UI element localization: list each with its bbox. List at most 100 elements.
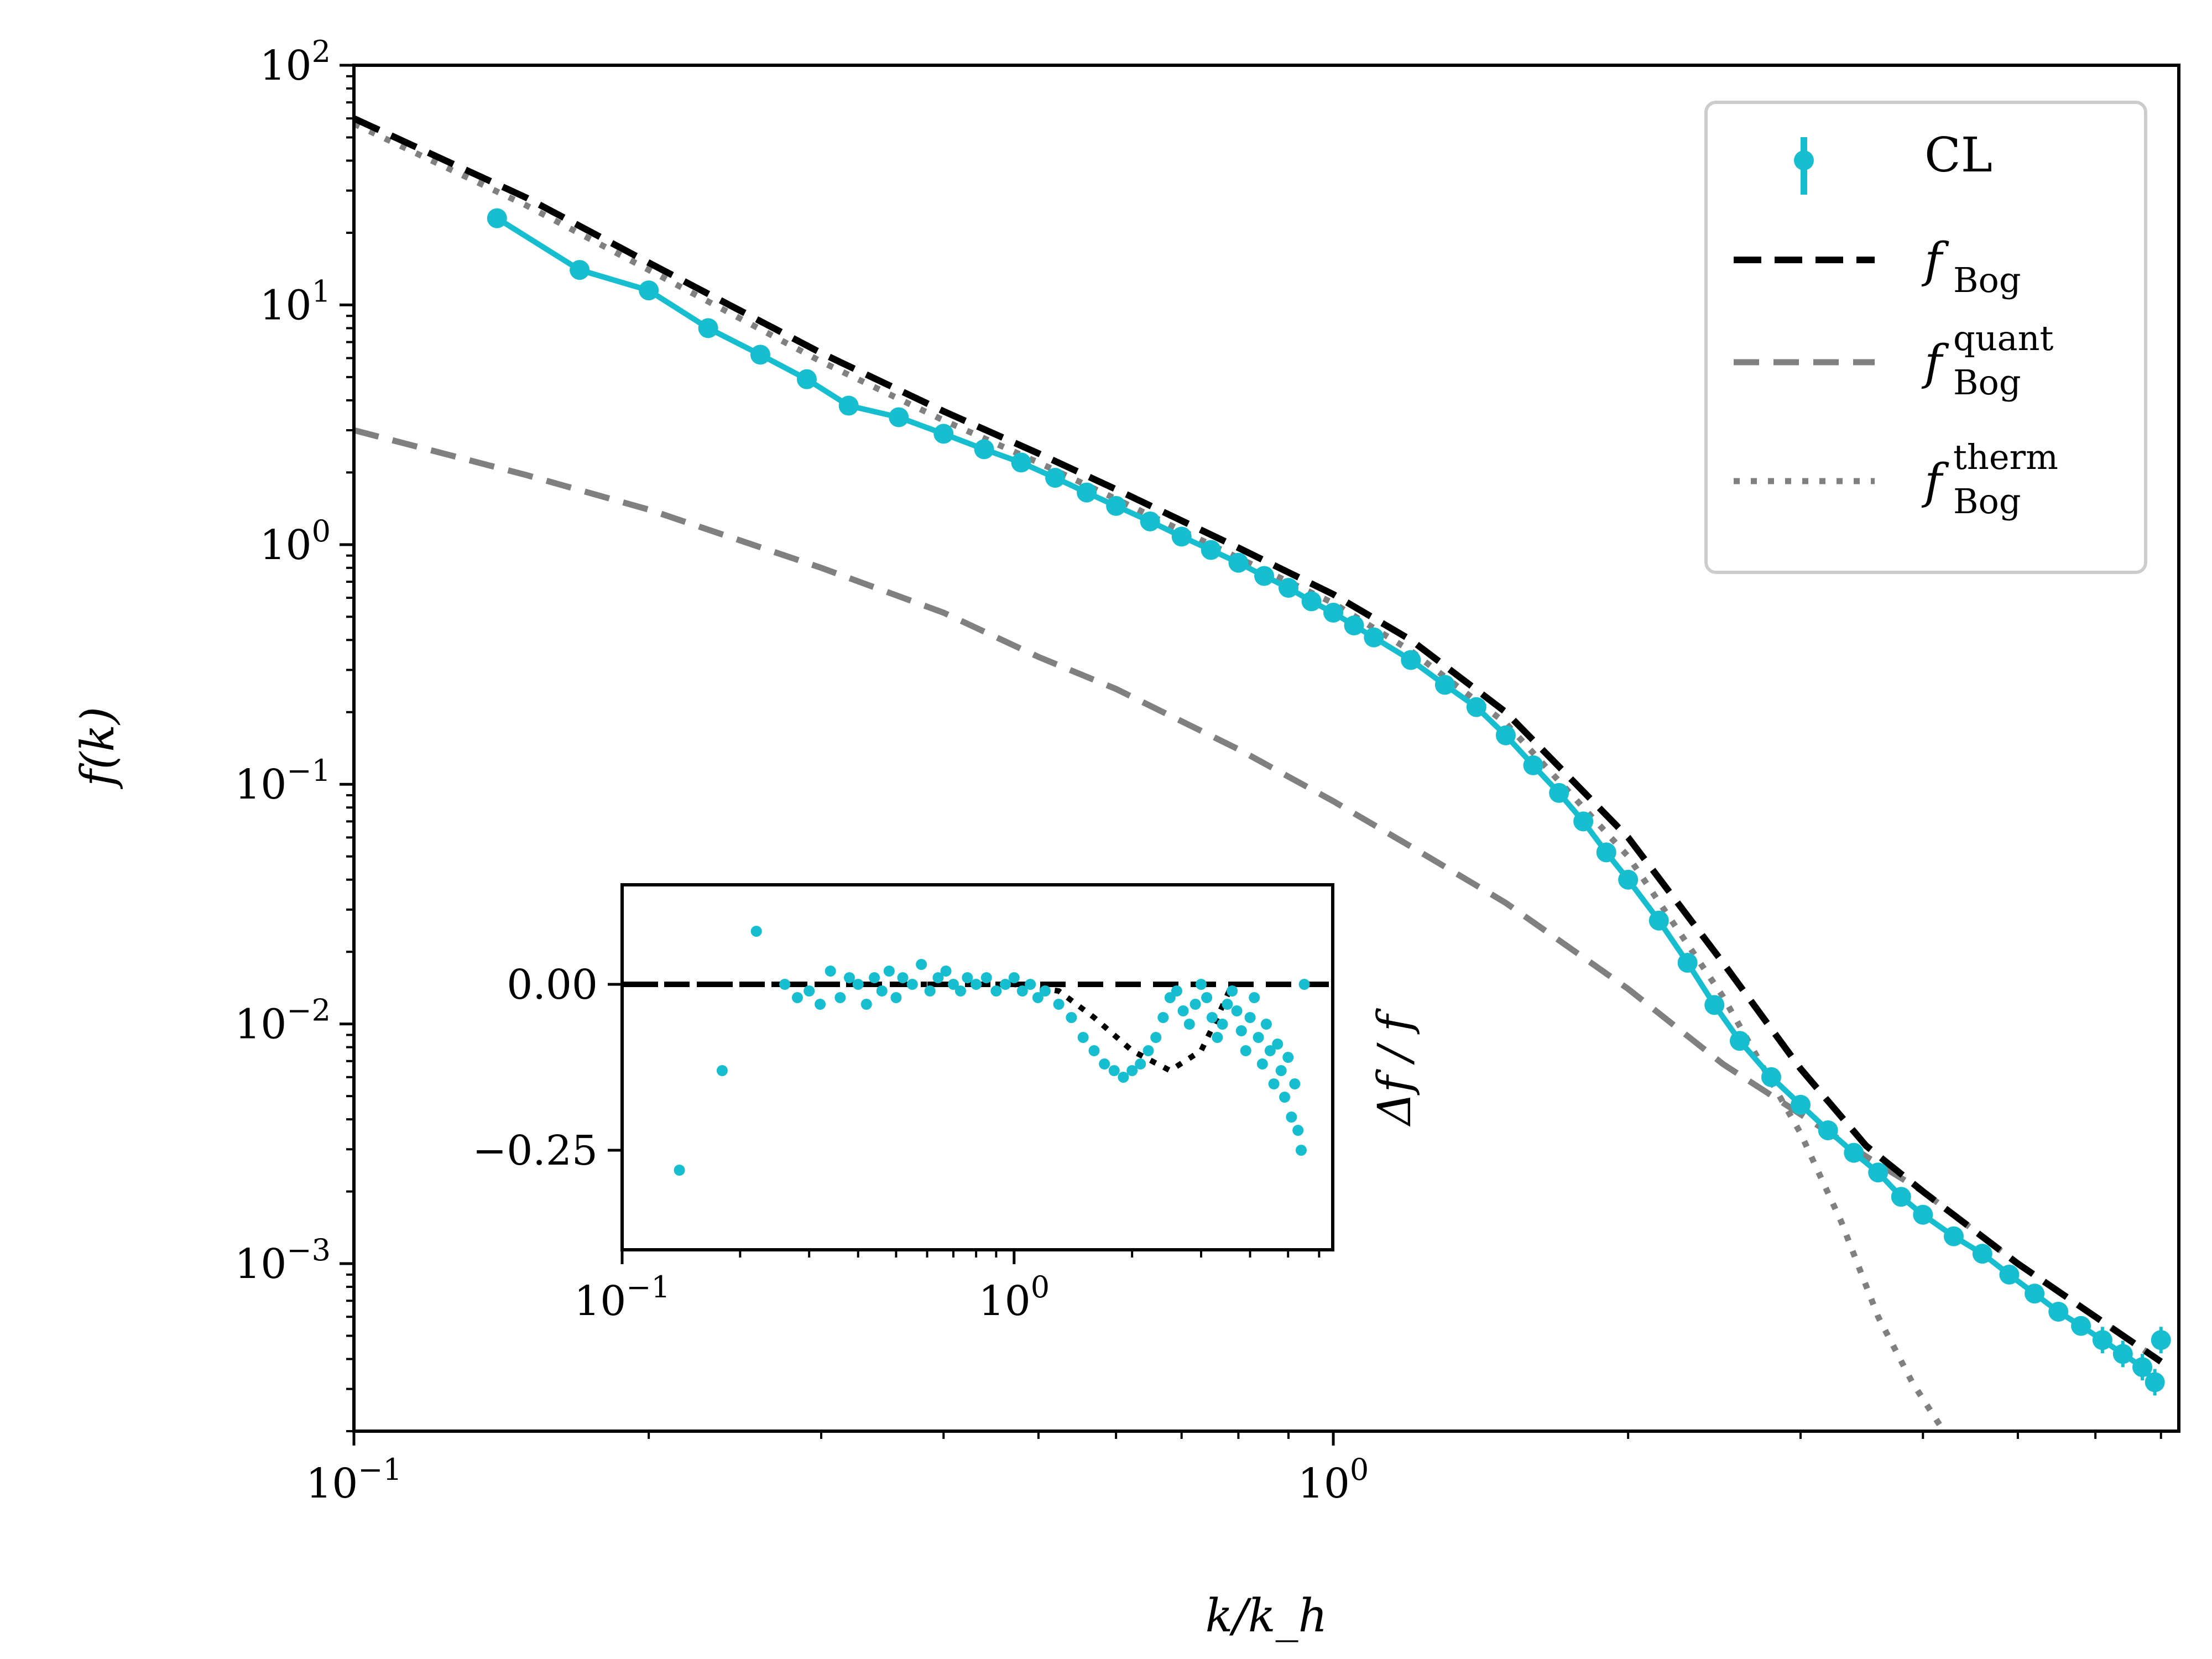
inset-point [1195, 979, 1207, 990]
inset-series [622, 926, 1333, 1176]
legend-label-sup: quant [1953, 318, 2054, 358]
inset-point [1295, 1145, 1307, 1156]
inset-point [1118, 1072, 1129, 1083]
y-tick-label: 10−1 [234, 753, 331, 808]
f-bog-therm-line [354, 121, 1947, 1431]
inset-point [1008, 972, 1020, 983]
cl-point [2151, 1330, 2171, 1350]
legend-label-sub: Bog [1953, 362, 2021, 403]
inset-point [1171, 985, 1182, 997]
inset-point [1126, 1065, 1138, 1076]
legend-entry-cl: CL [1794, 128, 1992, 195]
x-tick-label-base: 10 [1298, 1460, 1350, 1507]
inset-point [1016, 985, 1028, 997]
inset-point [1298, 979, 1310, 990]
inset-point [1201, 992, 1213, 1003]
inset-point [1235, 1025, 1247, 1036]
x-tick-label: 10−1 [306, 1452, 402, 1507]
inset-point [860, 999, 872, 1010]
inset-point [1088, 1045, 1100, 1056]
y-tick-label-exp: −2 [286, 993, 331, 1028]
inset-point [980, 972, 992, 983]
inset-point [1032, 992, 1044, 1003]
legend-label-sup: therm [1953, 437, 2058, 477]
inset-point [804, 985, 815, 997]
inset-point [1039, 985, 1051, 997]
inset-point [1150, 1032, 1162, 1043]
f-bog-line [354, 115, 2163, 1365]
inset-point [1227, 985, 1238, 997]
inset-x-tick-label: 100 [979, 1270, 1050, 1325]
inset-point [1289, 1078, 1301, 1089]
y-tick-label: 10−2 [234, 993, 331, 1048]
inset-point [916, 959, 927, 970]
inset-x-tick-label-base: 10 [979, 1277, 1031, 1325]
inset-point [1025, 979, 1036, 990]
inset-point [906, 979, 918, 990]
inset-point [815, 999, 826, 1010]
y-tick-label-exp: −3 [286, 1233, 331, 1267]
inset-point [716, 1065, 728, 1076]
inset-point [948, 979, 959, 990]
inset-point [990, 985, 1002, 997]
inset-point [1190, 999, 1201, 1010]
inset-point [962, 972, 973, 983]
y-tick-label-exp: −1 [286, 753, 331, 788]
inset-point [1231, 1005, 1243, 1016]
y-tick-label-exp: 1 [312, 274, 331, 309]
inset-point [791, 992, 803, 1003]
inset-point [924, 985, 936, 997]
inset-point [876, 985, 888, 997]
inset-y-tick-label: −0.25 [472, 1127, 598, 1175]
x-tick-label-exp: 0 [1350, 1452, 1369, 1487]
x-axis-label: k/k_h [1206, 1590, 1328, 1642]
inset-point [932, 972, 944, 983]
inset-point [1256, 1058, 1268, 1070]
inset-point [869, 972, 880, 983]
inset-point [843, 972, 855, 983]
y-tick-label-base: 10 [234, 1240, 286, 1288]
inset-point [1264, 1045, 1276, 1056]
inset-point [1279, 1092, 1291, 1103]
x-tick-label-base: 10 [306, 1460, 358, 1507]
legend-label-main: CL [1924, 128, 1992, 183]
legend-cl-marker [1794, 150, 1814, 170]
inset-y-tick-label: 0.00 [507, 961, 598, 1009]
inset-point [1217, 1019, 1228, 1030]
inset-x-tick-label-exp: 0 [1031, 1270, 1050, 1305]
inset-point [1177, 1005, 1189, 1016]
inset-point [1222, 999, 1233, 1010]
inset-point [1253, 1032, 1264, 1043]
main-series [354, 115, 2171, 1431]
inset-point [1292, 1125, 1304, 1136]
y-tick-label: 10−3 [234, 1233, 331, 1288]
inset-point [940, 966, 952, 977]
inset-point [890, 992, 902, 1003]
inset-point [834, 992, 846, 1003]
cl-trace [495, 216, 2157, 1384]
inset-x-tick-label-base: 10 [574, 1277, 626, 1325]
inset-point [1000, 979, 1011, 990]
y-tick-label-exp: 0 [312, 514, 331, 549]
inset-point [1099, 1058, 1110, 1070]
inset-point [897, 972, 909, 983]
inset-y-axis-label: Δf / f [1369, 1008, 1421, 1127]
inset-frame [620, 883, 1334, 1251]
y-tick-label-base: 10 [234, 761, 286, 808]
y-tick-label-base: 10 [234, 1001, 286, 1048]
y-tick-label-base: 10 [259, 42, 311, 90]
inset-background [622, 885, 1333, 1250]
inset-point [825, 966, 836, 977]
legend-label-sub: Bog [1953, 481, 2021, 521]
inset-point [1244, 1012, 1256, 1023]
inset-point [1183, 1019, 1195, 1030]
inset-point [1286, 1112, 1297, 1123]
inset-point [1268, 1078, 1280, 1089]
